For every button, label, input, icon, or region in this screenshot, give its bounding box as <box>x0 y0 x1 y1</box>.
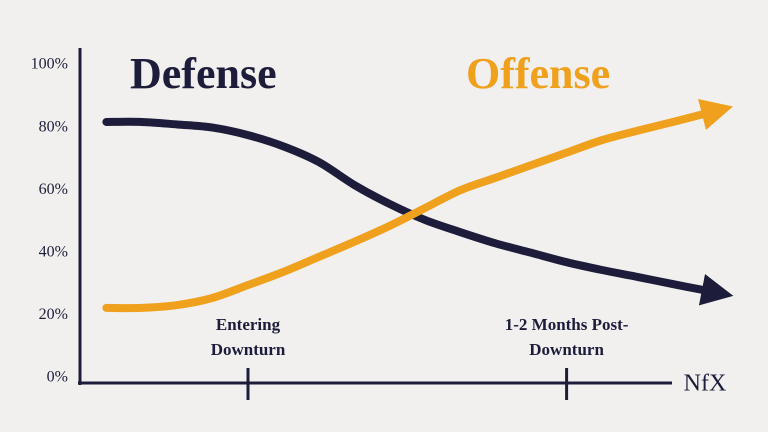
y-tick-label: 0% <box>47 369 68 386</box>
y-tick-label: 60% <box>39 181 68 198</box>
y-tick-label: 20% <box>39 306 68 323</box>
series-line <box>102 98 733 313</box>
y-tick-label: 40% <box>39 243 68 260</box>
x-tick-label: 1-2 Months Post-Downturn <box>504 315 629 359</box>
logo: NfX <box>684 371 727 397</box>
series-line <box>102 117 734 306</box>
y-tick-label: 100% <box>31 56 68 73</box>
x-tick-label: Entering Downturn <box>210 315 286 359</box>
series-label: Defense <box>130 49 277 98</box>
series-label: Offense <box>466 49 610 98</box>
y-tick-label: 80% <box>39 118 68 135</box>
